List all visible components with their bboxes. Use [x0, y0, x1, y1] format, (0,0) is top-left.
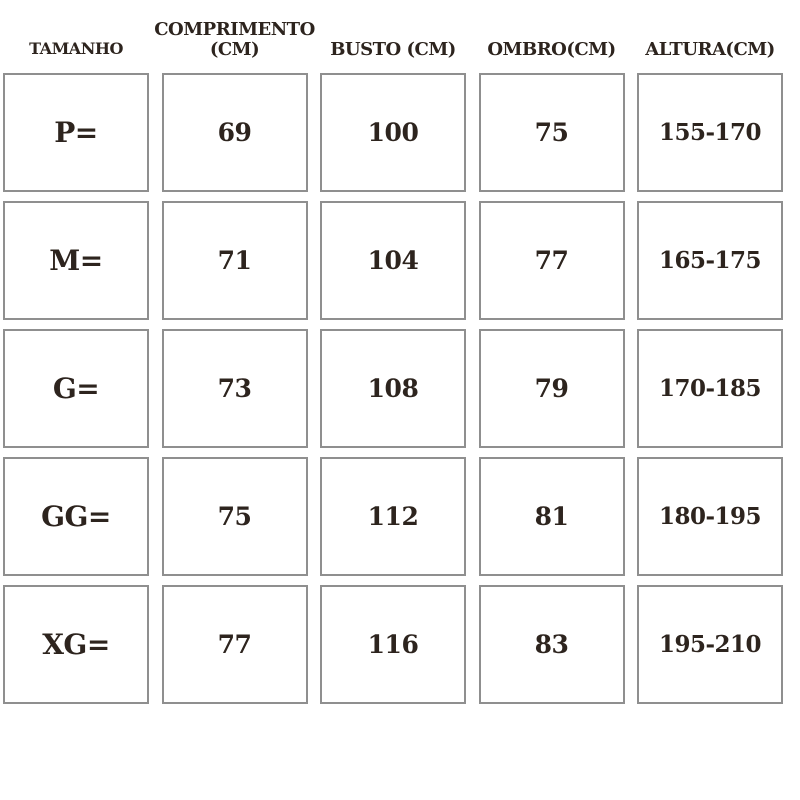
- measurement-cell: 71: [161, 201, 308, 320]
- size-label-cell: XG=: [3, 585, 149, 704]
- column-header-tamanho: TAMANHO: [29, 39, 123, 59]
- size-chart-table: TAMANHO COMPRIMENTO (CM) BUSTO (CM) OMBR…: [3, 0, 783, 704]
- measurement-cell: 195-210: [637, 585, 783, 704]
- measurement-cell: 83: [478, 585, 625, 704]
- measurement-cell: 81: [478, 457, 625, 576]
- measurement-cell: 69: [161, 73, 308, 192]
- measurement-cell: 165-175: [637, 201, 783, 320]
- measurement-cell: 155-170: [637, 73, 783, 192]
- measurement-cell: 104: [320, 201, 466, 320]
- size-label-cell: GG=: [3, 457, 149, 576]
- measurement-cell: 77: [478, 201, 625, 320]
- measurement-cell: 77: [161, 585, 308, 704]
- size-label-cell: G=: [3, 329, 149, 448]
- measurement-cell: 116: [320, 585, 466, 704]
- measurement-cell: 180-195: [637, 457, 783, 576]
- column-header-busto: BUSTO (CM): [330, 38, 456, 60]
- column-header-comprimento: COMPRIMENTO (CM): [154, 18, 315, 60]
- measurement-cell: 75: [161, 457, 308, 576]
- measurement-cell: 108: [320, 329, 466, 448]
- column-header-ombro: OMBRO(CM): [487, 38, 616, 60]
- measurement-cell: 170-185: [637, 329, 783, 448]
- measurement-cell: 79: [478, 329, 625, 448]
- measurement-cell: 73: [161, 329, 308, 448]
- measurement-cell: 100: [320, 73, 466, 192]
- column-header-altura: ALTURA(CM): [645, 38, 775, 60]
- measurement-cell: 75: [478, 73, 625, 192]
- size-label-cell: M=: [3, 201, 149, 320]
- size-label-cell: P=: [3, 73, 149, 192]
- measurement-cell: 112: [320, 457, 466, 576]
